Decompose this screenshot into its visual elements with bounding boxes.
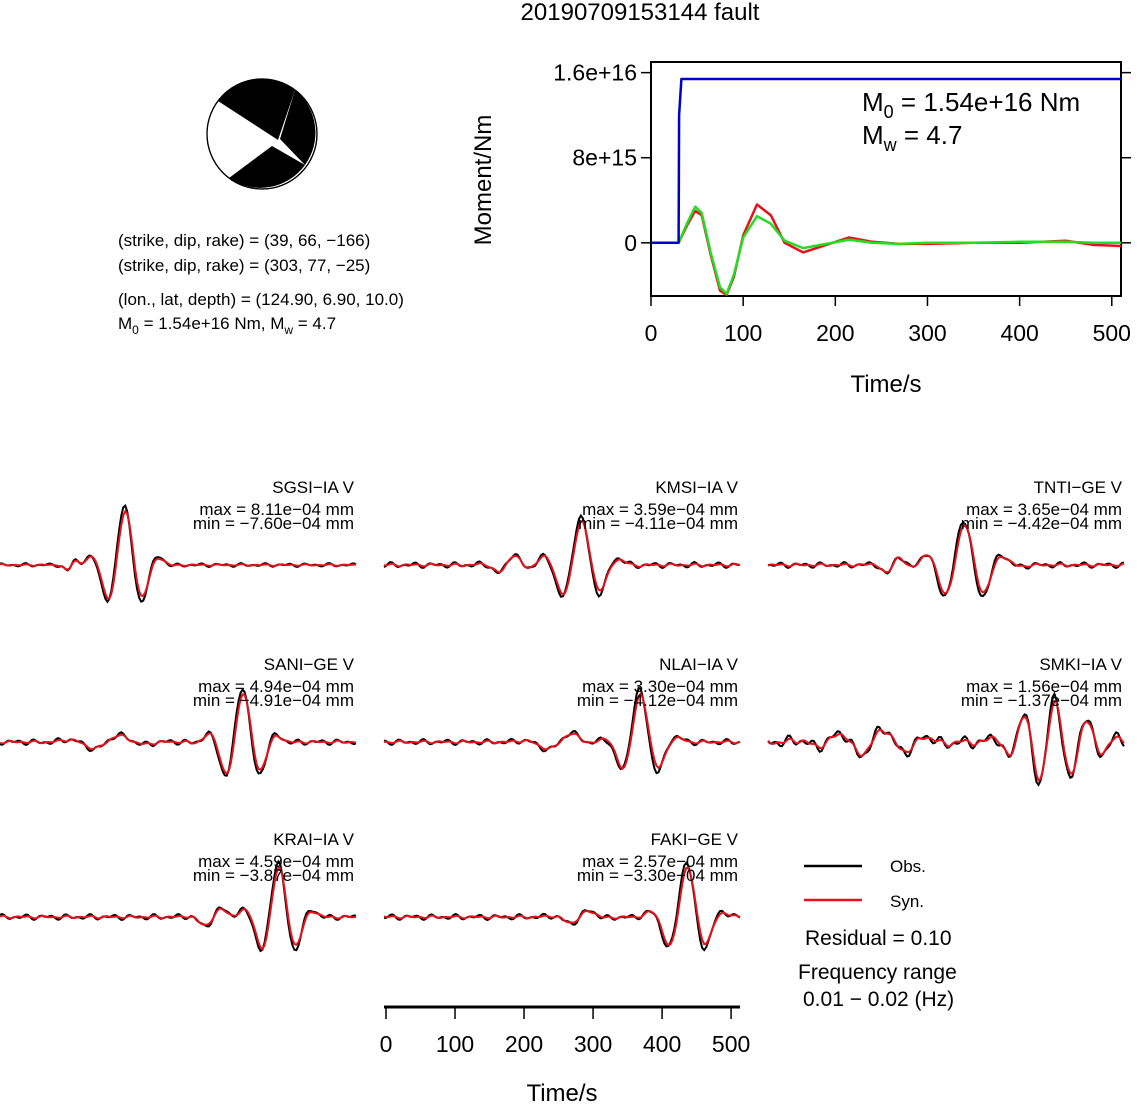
moment-ylabel: Moment/Nm: [470, 115, 497, 246]
moment-xtick-label: 400: [1000, 320, 1038, 346]
synthetic-trace: [383, 867, 741, 947]
mechanism-moment: M0 = 1.54e+16 Nm, Mw = 4.7: [118, 314, 336, 337]
moment-xtick-label: 0: [645, 320, 658, 346]
synthetic-trace: [767, 699, 1125, 782]
station-max: max = 2.57e−04 mm: [582, 852, 738, 871]
station-min: min = −4.12e−04 mm: [577, 691, 738, 710]
moment-plot-frame: [650, 61, 1122, 297]
station-name: SANI−GE V: [264, 655, 355, 674]
mechanism-line-1: (strike, dip, rake) = (39, 66, −166): [118, 231, 370, 250]
station-min: min = −4.11e−04 mm: [578, 514, 738, 533]
observed-trace: [767, 521, 1125, 598]
station-max: max = 3.65e−04 mm: [966, 500, 1122, 519]
frequency-value: 0.01 − 0.02 (Hz): [803, 988, 954, 1011]
synthetic-trace: [384, 520, 741, 597]
mechanism-line-2: (strike, dip, rake) = (303, 77, −25): [118, 256, 370, 275]
station-min: min = −4.91e−04 mm: [193, 691, 354, 710]
moment-axis-ticks: 0 8e+15 1.6e+16 0 100 200 300 400 500: [553, 60, 1131, 346]
station-name: KRAI−IA V: [273, 830, 354, 849]
station-min: min = −1.37e−04 mm: [961, 691, 1122, 710]
moment-xtick-label: 500: [1093, 320, 1131, 346]
frequency-title: Frequency range: [798, 961, 957, 984]
residual-label: Residual = 0.10: [805, 927, 952, 950]
moment-cumulative-line: [651, 77, 1121, 245]
station-min: min = −3.30e−04 mm: [577, 866, 738, 885]
moment-red-line: [651, 203, 1122, 297]
station-max: max = 4.94e−04 mm: [198, 677, 354, 696]
mechanism-line-3: (lon., lat, depth) = (124.90, 6.90, 10.0…: [118, 290, 404, 309]
observed-trace: [0, 688, 357, 777]
figure-title: 20190709153144 fault: [521, 0, 760, 26]
station-name: KMSI−IA V: [655, 478, 738, 497]
waveform-xtick-label: 200: [505, 1031, 543, 1057]
station-max: max = 3.30e−04 mm: [582, 677, 738, 696]
station-max: max = 4.59e−04 mm: [198, 852, 354, 871]
moment-xtick-label: 300: [908, 320, 946, 346]
synthetic-trace: [0, 509, 357, 600]
station-name: SGSI−IA V: [272, 478, 354, 497]
waveform-xtick-label: 0: [380, 1031, 393, 1057]
station-max: max = 3.59e−04 mm: [582, 500, 738, 519]
moment-m0-label: M0 = 1.54e+16 Nm: [862, 87, 1080, 122]
station-name: NLAI−IA V: [659, 655, 739, 674]
legend: Obs. Syn. Residual = 0.10 Frequency rang…: [798, 857, 957, 1011]
waveform-xtick-label: 400: [643, 1031, 681, 1057]
moment-panel: 0 8e+15 1.6e+16 0 100 200 300 400 500 M0 = 1.54e…: [470, 60, 1131, 398]
legend-syn-label: Syn.: [890, 892, 924, 911]
waveform-xtick-label: 300: [574, 1031, 612, 1057]
moment-ytick-label: 8e+15: [572, 145, 637, 171]
station-name: SMKI−IA V: [1039, 655, 1122, 674]
station-max: max = 8.11e−04 mm: [199, 500, 354, 519]
waveform-xlabel: Time/s: [526, 1080, 597, 1104]
station-name: FAKI−GE V: [651, 830, 739, 849]
waveform-xtick-label: 100: [436, 1031, 474, 1057]
moment-green-line: [651, 205, 1121, 296]
moment-ytick-label: 0: [624, 230, 637, 256]
moment-mw-label: Mw = 4.7: [862, 120, 962, 155]
moment-xtick-label: 100: [724, 320, 762, 346]
moment-ytick-label: 1.6e+16: [553, 60, 637, 86]
station-min: min = −7.60e−04 mm: [193, 514, 354, 533]
station-max: max = 1.56e−04 mm: [966, 677, 1122, 696]
legend-obs-label: Obs.: [890, 857, 926, 876]
station-min: min = −4.42e−04 mm: [961, 514, 1122, 533]
station-name: TNTI−GE V: [1034, 478, 1123, 497]
synthetic-trace: [0, 866, 357, 951]
station-min: min = −3.87e−04 mm: [193, 866, 354, 885]
observed-trace: [0, 859, 357, 953]
waveform-time-axis: Time/s 0 100 200 300 400 500: [380, 1005, 750, 1104]
moment-series: [651, 77, 1122, 297]
waveform-xtick-label: 500: [712, 1031, 750, 1057]
moment-xtick-label: 200: [816, 320, 854, 346]
synthetic-trace: [767, 524, 1125, 595]
synthetic-trace: [383, 692, 741, 771]
moment-xlabel: Time/s: [850, 371, 921, 398]
beachball: [206, 78, 318, 190]
synthetic-trace: [0, 693, 357, 775]
